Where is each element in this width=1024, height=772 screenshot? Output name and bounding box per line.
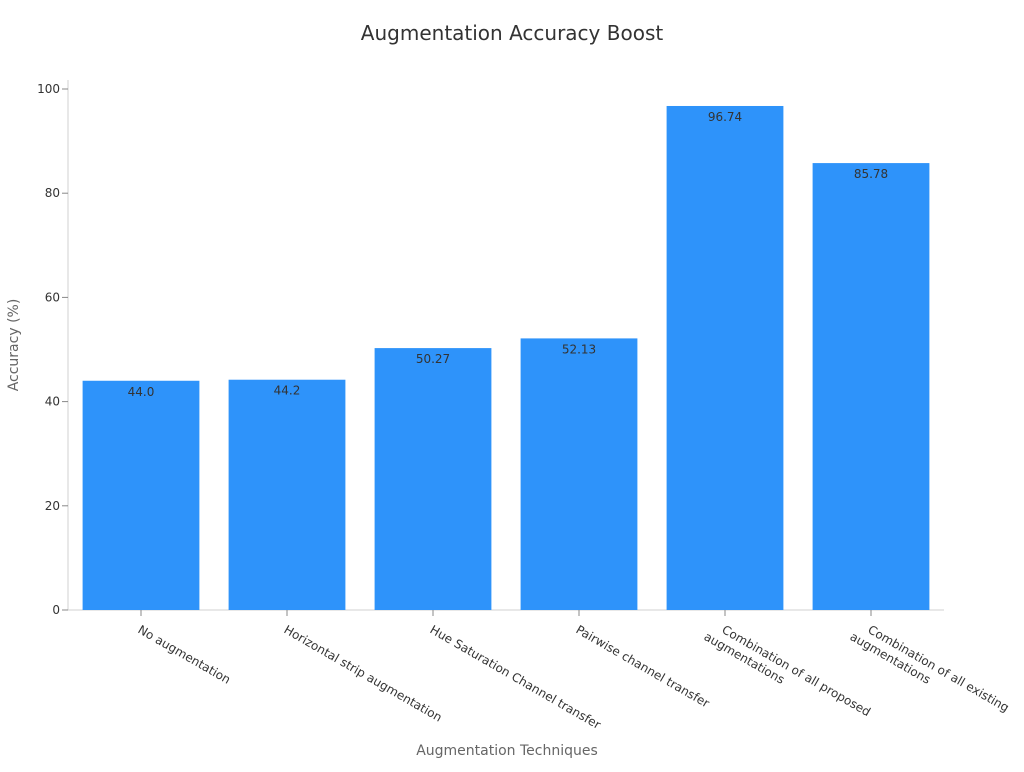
y-tick-label: 80 xyxy=(45,186,60,200)
bar-value-label: 44.0 xyxy=(128,385,155,399)
x-tick-label: Combination of all existingaugmentations xyxy=(848,616,1012,727)
x-tick-label: Hue Saturation Channel transfer xyxy=(428,622,604,731)
y-tick-label: 20 xyxy=(45,499,60,513)
x-tick-label: No augmentation xyxy=(136,622,233,686)
y-tick-label: 0 xyxy=(52,603,60,617)
bar xyxy=(666,105,784,611)
bar-value-label: 96.74 xyxy=(708,110,742,124)
bar xyxy=(82,380,200,610)
y-tick-label: 40 xyxy=(45,395,60,409)
chart-title: Augmentation Accuracy Boost xyxy=(361,21,664,45)
bar-value-label: 50.27 xyxy=(416,352,450,366)
y-axis-title: Accuracy (%) xyxy=(6,299,22,392)
plot-area: 0 20 40 60 80 100 44.0 No augmentation 44.2 Horiz… xyxy=(37,80,1011,732)
y-tick-label: 60 xyxy=(45,290,60,304)
x-axis-title: Augmentation Techniques xyxy=(416,743,598,759)
x-tick-label: Pairwise channel transfer xyxy=(574,622,712,710)
x-tick-label: Combination of all proposedaugmentations xyxy=(702,616,873,732)
bar xyxy=(520,338,638,610)
bar xyxy=(228,379,346,610)
bar-value-label: 52.13 xyxy=(562,342,596,356)
bar-value-label: 44.2 xyxy=(274,384,301,398)
bar xyxy=(374,348,492,610)
x-tick-label: Horizontal strip augmentation xyxy=(282,622,445,724)
bar-value-label: 85.78 xyxy=(854,167,888,181)
y-tick-label: 100 xyxy=(37,82,60,96)
bar xyxy=(812,163,930,611)
